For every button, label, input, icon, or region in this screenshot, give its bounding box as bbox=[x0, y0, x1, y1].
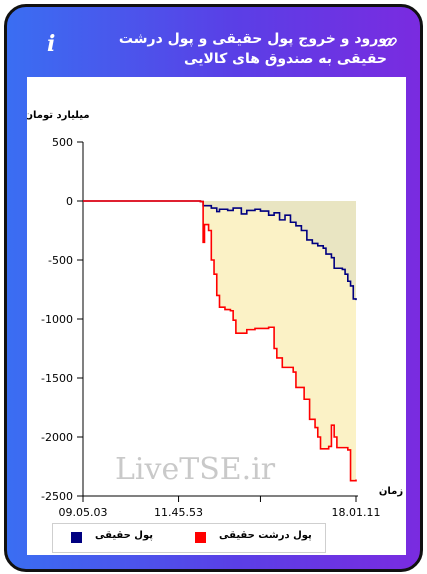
legend-swatch-big-real-money bbox=[195, 532, 206, 543]
info-icon[interactable]: i bbox=[47, 31, 56, 57]
legend-label-big-real-money: پول درشت حقیقی bbox=[219, 530, 312, 541]
x-tick-label: 11.45.53 bbox=[154, 506, 203, 517]
line-chart: میلیارد تومان زمان 500 0 -500 -1000 -1500 -20… bbox=[27, 110, 403, 517]
real-money-area bbox=[83, 201, 356, 301]
link-icon[interactable] bbox=[382, 34, 398, 50]
series-line-real-money bbox=[83, 200, 357, 301]
big-real-money-area bbox=[83, 201, 356, 481]
legend-label-real-money: پول حقیقی bbox=[95, 530, 153, 541]
legend-item-real-money[interactable]: پول حقیقی bbox=[71, 530, 181, 546]
y-tick-label: -500 bbox=[48, 254, 73, 267]
chart-legend: پول حقیقی پول درشت حقیقی bbox=[52, 523, 326, 553]
y-tick-label: -2500 bbox=[41, 490, 73, 503]
y-tick-label: 500 bbox=[52, 136, 73, 149]
y-axis-title: میلیارد تومان bbox=[27, 110, 90, 121]
x-tick-label: 09.05.03 bbox=[59, 506, 108, 517]
card-header: i ورود و خروج پول حقیقی و پول درشت حقیقی… bbox=[7, 7, 420, 77]
chart-card: i ورود و خروج پول حقیقی و پول درشت حقیقی… bbox=[4, 4, 423, 572]
series-line-big-real-money bbox=[83, 200, 357, 482]
legend-item-big-real-money[interactable]: پول درشت حقیقی bbox=[195, 530, 320, 546]
legend-swatch-real-money bbox=[71, 532, 82, 543]
y-tick-label: -2000 bbox=[41, 431, 73, 444]
y-tick-label: 0 bbox=[66, 195, 73, 208]
y-tick-label: -1000 bbox=[41, 313, 73, 326]
chart-title: ورود و خروج پول حقیقی و پول درشت حقیقی ب… bbox=[118, 31, 387, 67]
y-tick-label: -1500 bbox=[41, 372, 73, 385]
chart-panel: میلیارد تومان زمان 500 0 -500 -1000 -1500 -20… bbox=[27, 77, 406, 555]
x-axis-title: زمان bbox=[379, 486, 403, 497]
watermark: LiveTSE.ir bbox=[115, 452, 276, 487]
x-tick-label: 18.01.11 bbox=[332, 506, 381, 517]
